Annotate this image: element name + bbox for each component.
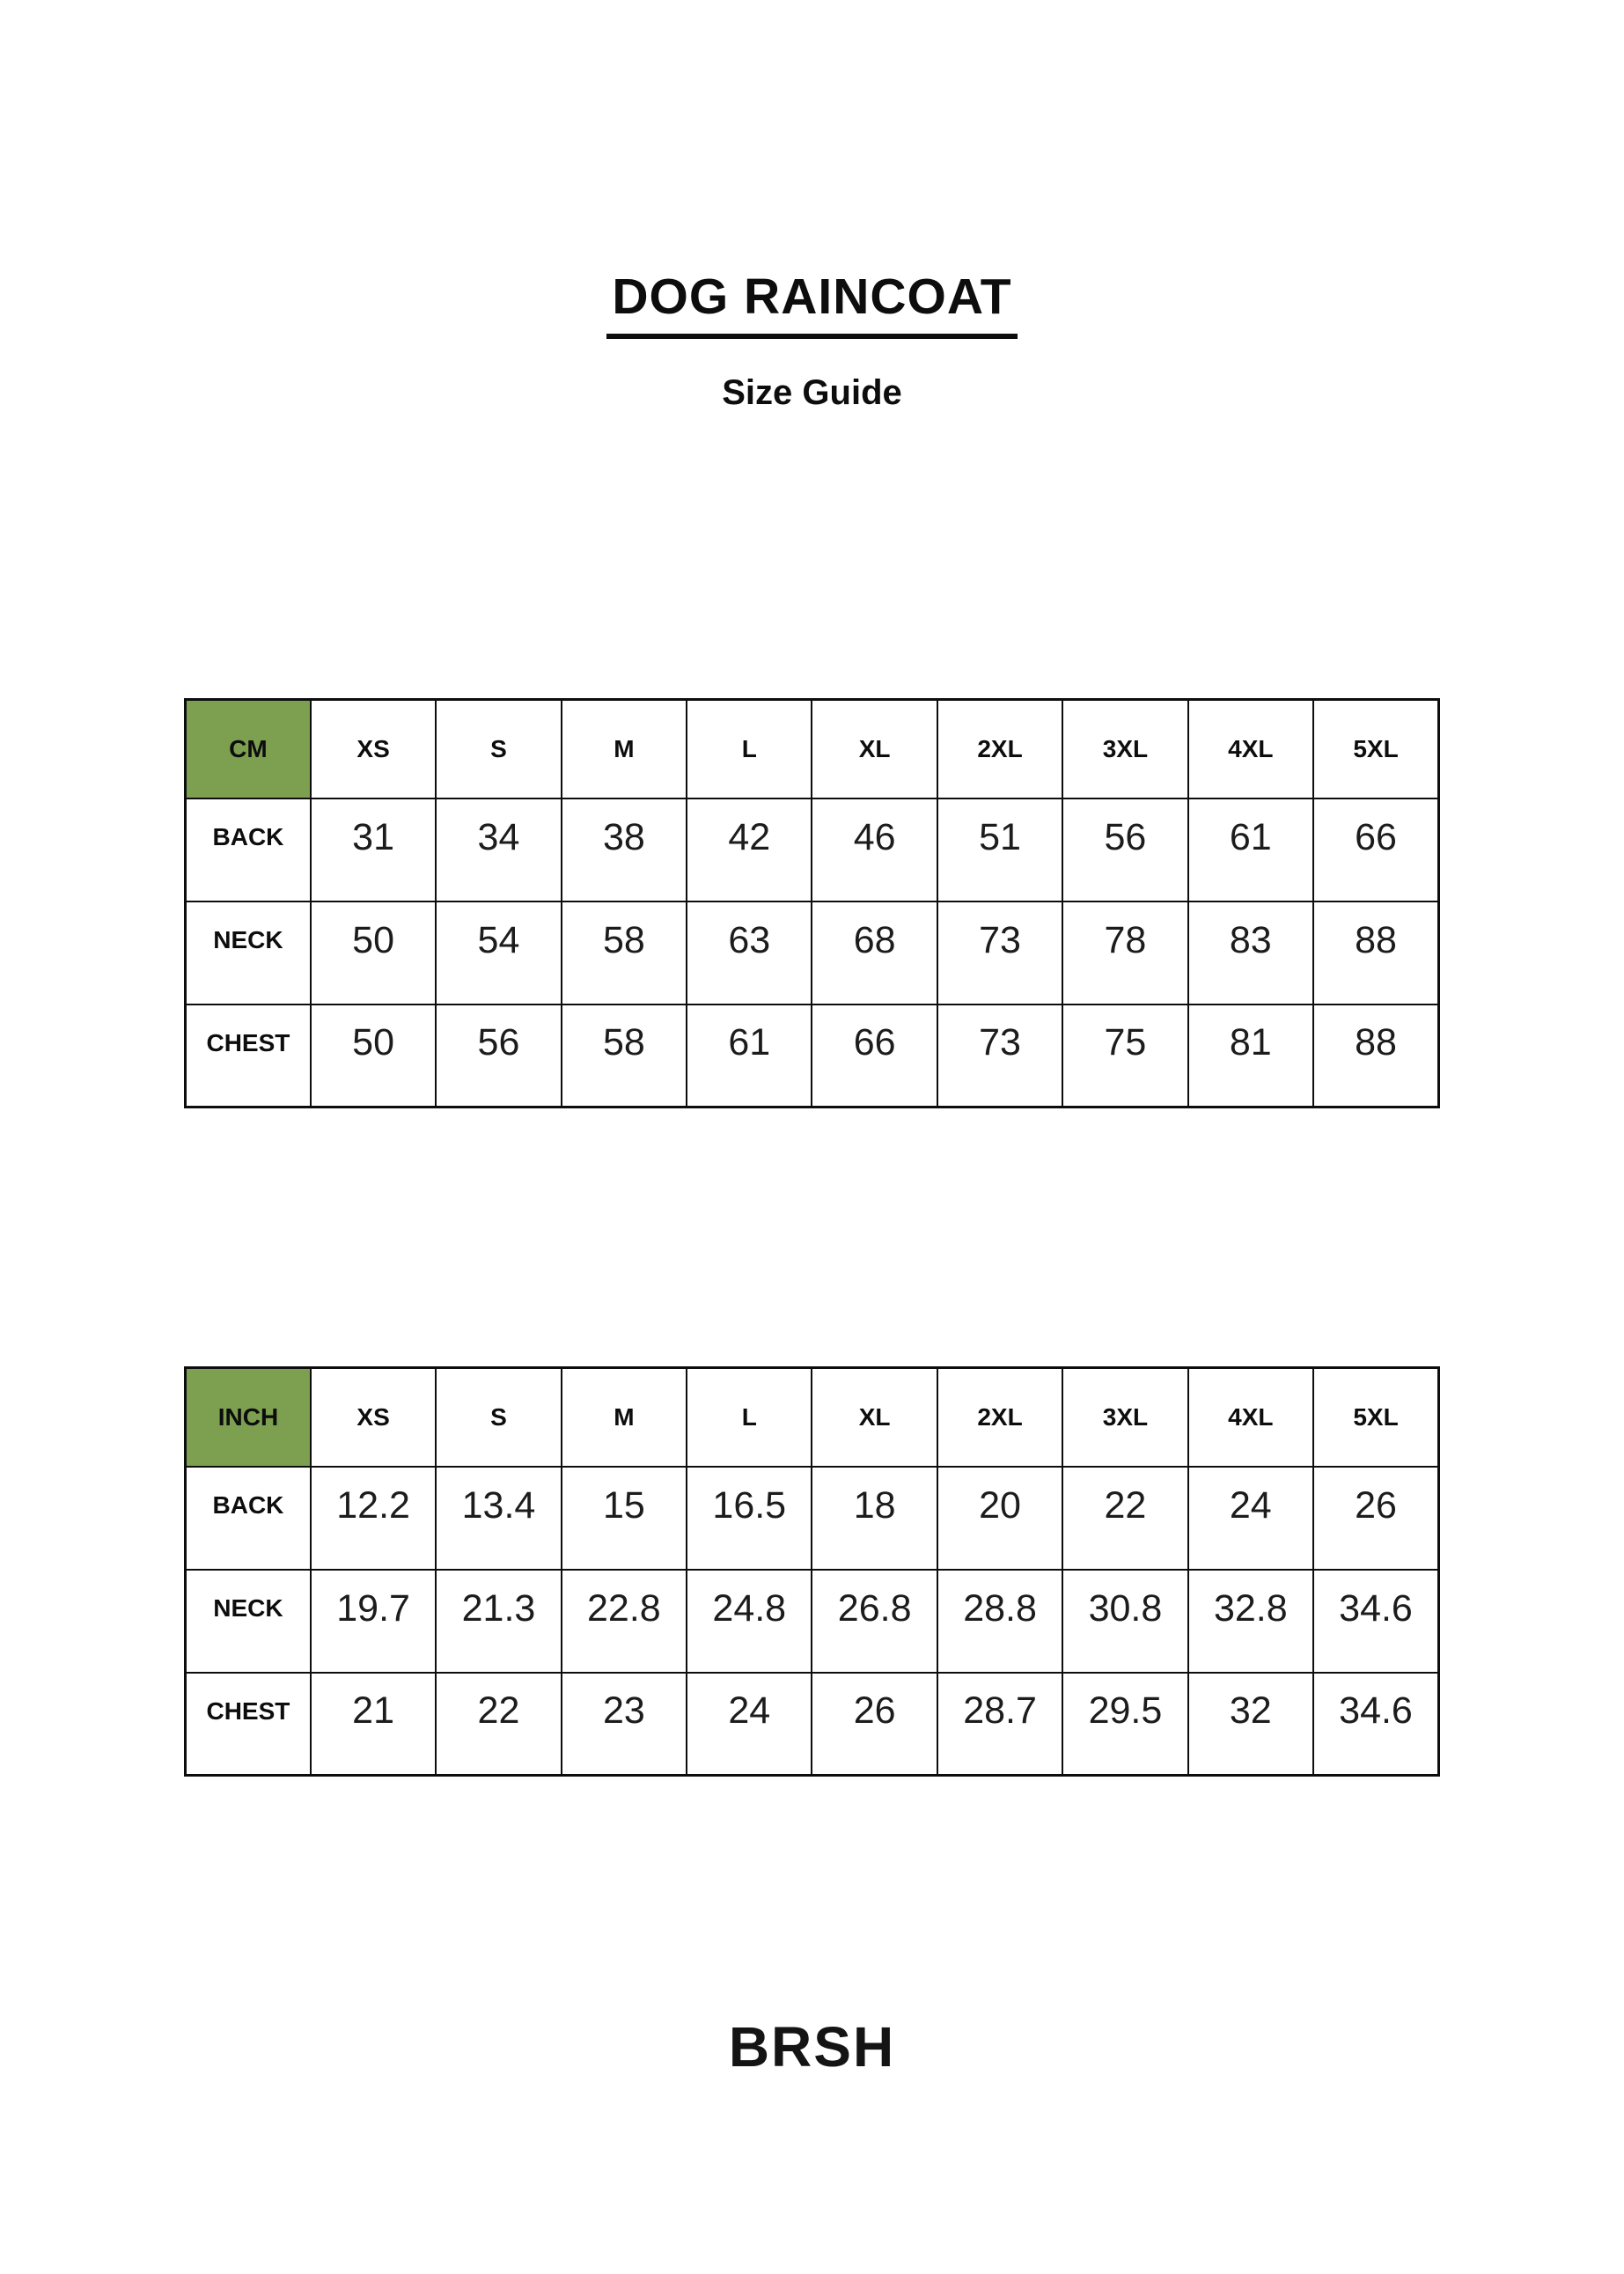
- size-value-cell: 20: [936, 1465, 1064, 1571]
- size-value-cell: 46: [811, 797, 938, 902]
- size-value-cell: 81: [1187, 1003, 1315, 1108]
- size-value-cell: 24: [686, 1671, 813, 1777]
- size-value-cell: 24.8: [686, 1568, 813, 1674]
- size-value-cell: 50: [309, 900, 437, 1005]
- size-header-5xl: 5XL: [1312, 698, 1440, 799]
- size-value-cell: 16.5: [686, 1465, 813, 1571]
- table-row-chest: CHEST 21 22 23 24 26 28.7 29.5 32 34.6: [184, 1671, 1440, 1777]
- page-subtitle: Size Guide: [722, 373, 902, 412]
- size-value-cell: 21: [309, 1671, 437, 1777]
- unit-cell-cm: CM: [184, 698, 312, 799]
- size-value-cell: 28.8: [936, 1568, 1064, 1674]
- size-header-m: M: [560, 1366, 688, 1468]
- size-header-3xl: 3XL: [1062, 698, 1189, 799]
- size-value-cell: 34.6: [1312, 1671, 1440, 1777]
- size-header-2xl: 2XL: [936, 698, 1064, 799]
- table-row-chest: CHEST 50 56 58 61 66 73 75 81 88: [184, 1003, 1440, 1108]
- brand-block: BRSH: [0, 2014, 1624, 2079]
- size-value-cell: 58: [560, 900, 688, 1005]
- size-value-cell: 58: [560, 1003, 688, 1108]
- measurement-label: CHEST: [184, 1003, 312, 1108]
- size-header-4xl: 4XL: [1187, 1366, 1315, 1468]
- size-value-cell: 56: [435, 1003, 562, 1108]
- size-header-4xl: 4XL: [1187, 698, 1315, 799]
- table-header-row: CM XS S M L XL 2XL 3XL 4XL 5XL: [184, 698, 1440, 799]
- measurement-label: NECK: [184, 1568, 312, 1674]
- size-value-cell: 18: [811, 1465, 938, 1571]
- size-value-cell: 22.8: [560, 1568, 688, 1674]
- table-row-neck: NECK 19.7 21.3 22.8 24.8 26.8 28.8 30.8 …: [184, 1568, 1440, 1674]
- size-value-cell: 23: [560, 1671, 688, 1777]
- size-value-cell: 83: [1187, 900, 1315, 1005]
- size-value-cell: 19.7: [309, 1568, 437, 1674]
- size-value-cell: 22: [1062, 1465, 1189, 1571]
- table-row-neck: NECK 50 54 58 63 68 73 78 83 88: [184, 900, 1440, 1005]
- size-value-cell: 32: [1187, 1671, 1315, 1777]
- size-value-cell: 15: [560, 1465, 688, 1571]
- size-value-cell: 68: [811, 900, 938, 1005]
- size-value-cell: 88: [1312, 900, 1440, 1005]
- size-value-cell: 29.5: [1062, 1671, 1189, 1777]
- title-block: DOG RAINCOAT: [0, 268, 1624, 339]
- size-table-inch: INCH XS S M L XL 2XL 3XL 4XL 5XL BACK 12…: [184, 1366, 1440, 1777]
- size-value-cell: 28.7: [936, 1671, 1064, 1777]
- size-value-cell: 66: [811, 1003, 938, 1108]
- size-value-cell: 56: [1062, 797, 1189, 902]
- size-value-cell: 26: [811, 1671, 938, 1777]
- size-value-cell: 32.8: [1187, 1568, 1315, 1674]
- size-table-cm: CM XS S M L XL 2XL 3XL 4XL 5XL BACK 31 3…: [184, 698, 1440, 1108]
- size-header-xl: XL: [811, 698, 938, 799]
- size-value-cell: 61: [686, 1003, 813, 1108]
- size-header-2xl: 2XL: [936, 1366, 1064, 1468]
- size-value-cell: 61: [1187, 797, 1315, 902]
- measurement-label: NECK: [184, 900, 312, 1005]
- size-value-cell: 73: [936, 900, 1064, 1005]
- measurement-label: BACK: [184, 1465, 312, 1571]
- size-header-xs: XS: [309, 698, 437, 799]
- page-title: DOG RAINCOAT: [606, 268, 1018, 339]
- size-value-cell: 42: [686, 797, 813, 902]
- size-value-cell: 63: [686, 900, 813, 1005]
- size-value-cell: 66: [1312, 797, 1440, 902]
- size-value-cell: 26: [1312, 1465, 1440, 1571]
- size-value-cell: 34: [435, 797, 562, 902]
- size-header-xs: XS: [309, 1366, 437, 1468]
- measurement-label: CHEST: [184, 1671, 312, 1777]
- table-row-back: BACK 12.2 13.4 15 16.5 18 20 22 24 26: [184, 1465, 1440, 1571]
- size-value-cell: 51: [936, 797, 1064, 902]
- size-value-cell: 50: [309, 1003, 437, 1108]
- subtitle-block: Size Guide: [0, 373, 1624, 413]
- size-header-s: S: [435, 698, 562, 799]
- size-header-5xl: 5XL: [1312, 1366, 1440, 1468]
- size-value-cell: 24: [1187, 1465, 1315, 1571]
- size-value-cell: 21.3: [435, 1568, 562, 1674]
- size-header-m: M: [560, 698, 688, 799]
- size-value-cell: 38: [560, 797, 688, 902]
- table-header-row: INCH XS S M L XL 2XL 3XL 4XL 5XL: [184, 1366, 1440, 1468]
- unit-cell-inch: INCH: [184, 1366, 312, 1468]
- brand-logo: BRSH: [728, 2015, 896, 2079]
- size-value-cell: 54: [435, 900, 562, 1005]
- size-header-l: L: [686, 698, 813, 799]
- size-header-l: L: [686, 1366, 813, 1468]
- size-header-s: S: [435, 1366, 562, 1468]
- size-value-cell: 73: [936, 1003, 1064, 1108]
- size-value-cell: 75: [1062, 1003, 1189, 1108]
- table-row-back: BACK 31 34 38 42 46 51 56 61 66: [184, 797, 1440, 902]
- size-value-cell: 22: [435, 1671, 562, 1777]
- size-value-cell: 88: [1312, 1003, 1440, 1108]
- size-value-cell: 12.2: [309, 1465, 437, 1571]
- size-value-cell: 26.8: [811, 1568, 938, 1674]
- size-header-3xl: 3XL: [1062, 1366, 1189, 1468]
- size-value-cell: 78: [1062, 900, 1189, 1005]
- size-value-cell: 31: [309, 797, 437, 902]
- size-value-cell: 13.4: [435, 1465, 562, 1571]
- size-value-cell: 30.8: [1062, 1568, 1189, 1674]
- measurement-label: BACK: [184, 797, 312, 902]
- size-value-cell: 34.6: [1312, 1568, 1440, 1674]
- size-header-xl: XL: [811, 1366, 938, 1468]
